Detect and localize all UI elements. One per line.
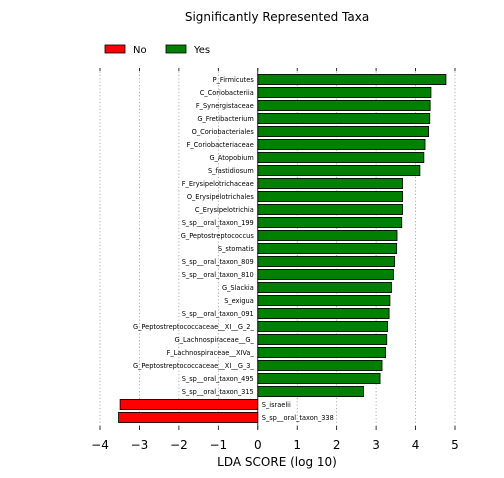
bar-label: S_sp__oral_taxon_338 [262, 414, 334, 422]
bar-label: S_israelii [262, 401, 291, 409]
bar-label: G_Peptostreptococcaceae__XI__G_2_ [133, 323, 254, 331]
bar [257, 268, 394, 280]
bar [257, 281, 392, 293]
bar [257, 307, 390, 319]
bar-label: S_fastidiosum [208, 167, 254, 175]
bar-label: G_Slackia [222, 284, 254, 292]
x-tick-label: 5 [451, 438, 459, 452]
bar [257, 138, 426, 150]
bar [257, 100, 431, 112]
legend-swatch-yes [165, 44, 187, 54]
bar [257, 346, 386, 358]
bar [257, 385, 364, 397]
x-axis-title: LDA SCORE (log 10) [217, 455, 337, 469]
legend-label-yes: Yes [193, 45, 210, 56]
bar [257, 126, 429, 138]
bar-label: F_Synergistaceae [196, 102, 254, 110]
bar-label: F_Erysipelotrichaceae [182, 180, 254, 188]
bar-label: C_Coriobacteriia [200, 89, 254, 97]
bar-label: S_sp__oral_taxon_810 [182, 271, 254, 279]
bar [257, 164, 421, 176]
x-tick-label: −2 [170, 438, 188, 452]
bar-label: G_Peptostreptococcaceae__XI__G_3_ [133, 362, 254, 370]
bar-labels: P_Firmicutes C_Coriobacteriia F_Synergista… [133, 76, 334, 422]
bar [257, 320, 388, 332]
bar [118, 411, 259, 423]
bar-label: F_Coriobacteriaceae [187, 141, 254, 149]
bar-label: C_Erysipelotrichia [195, 206, 254, 214]
x-tick-label: 1 [293, 438, 301, 452]
bar [257, 242, 398, 254]
bar-label: S_sp__oral_taxon_495 [182, 375, 254, 383]
bar [257, 229, 398, 241]
legend: No Yes [104, 44, 210, 56]
x-tick-label: −1 [209, 438, 227, 452]
bar-label: S_stomatis [218, 245, 254, 253]
bar [257, 372, 381, 384]
x-tick-label: −3 [131, 438, 149, 452]
bar [257, 177, 403, 189]
legend-label-no: No [133, 45, 147, 56]
bar-label: F_Lachnospiraceae__XIVa_ [167, 349, 255, 357]
bar-label: S_sp__oral_taxon_199 [182, 219, 254, 227]
bars [118, 68, 447, 429]
bar-label: S_sp__oral_taxon_809 [182, 258, 254, 266]
bar [257, 190, 403, 202]
x-tick-label: −4 [91, 438, 109, 452]
bar-label: P_Firmicutes [213, 76, 255, 84]
x-tick-label: 2 [333, 438, 341, 452]
x-tick-label: 0 [254, 438, 262, 452]
bar-label: S_exigua [224, 297, 254, 305]
bar [257, 74, 447, 86]
bar [119, 398, 259, 410]
bar [257, 113, 431, 125]
legend-swatch-no [104, 44, 126, 54]
chart-title: Significantly Represented Taxa [185, 10, 369, 24]
bar-label: S_sp__oral_taxon_091 [182, 310, 254, 318]
bar [257, 87, 432, 99]
bar-label: G_Fretibacterium [197, 115, 253, 123]
bar-label: G_Peptostreptococcus [181, 232, 255, 240]
bar [257, 333, 388, 345]
bar-label: S_sp__oral_taxon_315 [182, 388, 254, 396]
bar-label: O_Coriobacteriales [192, 128, 255, 136]
bar-label: G_Atopobium [210, 154, 254, 162]
bar [257, 359, 383, 371]
x-tick-label: 4 [412, 438, 420, 452]
x-axis: −4 −3 −2 −1 0 1 2 3 4 5 [91, 68, 459, 452]
bar [257, 151, 425, 163]
bar [257, 216, 403, 228]
bar [257, 255, 396, 267]
bar [257, 203, 403, 215]
x-tick-label: 3 [372, 438, 380, 452]
bar [257, 294, 391, 306]
bar-label: G_Lachnospiraceae__G_ [175, 336, 255, 344]
bar-label: O_Erysipelotrichales [187, 193, 255, 201]
